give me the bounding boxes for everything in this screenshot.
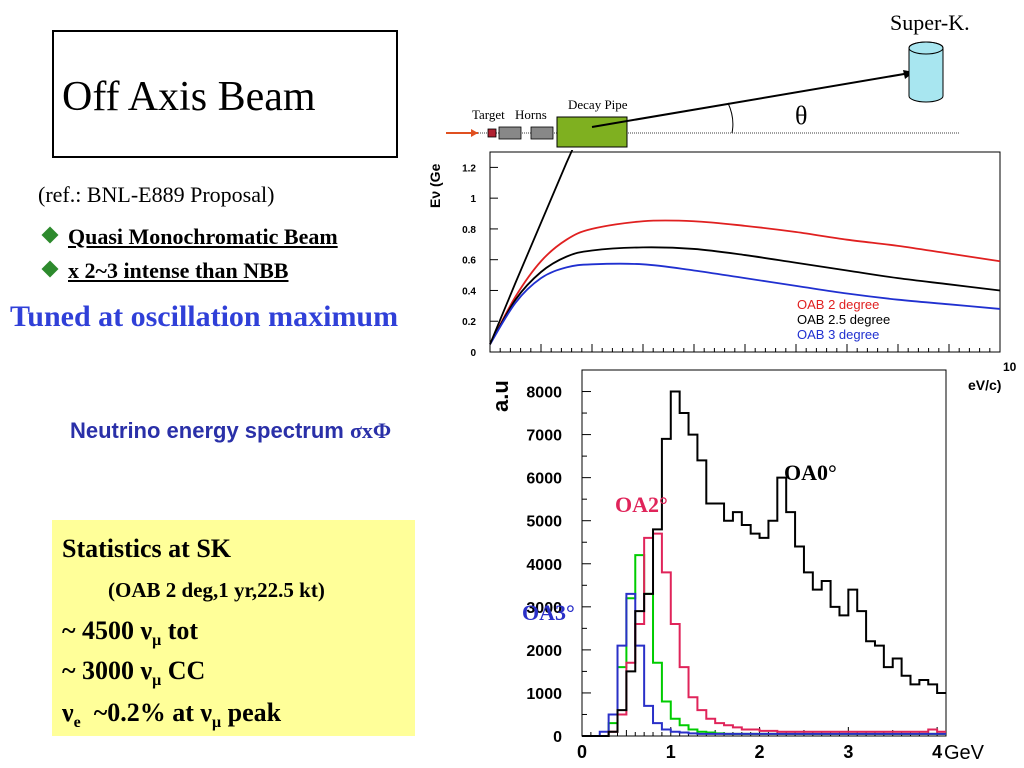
stats-line-tot-label: tot bbox=[161, 616, 199, 645]
label-oa3: OA3° bbox=[522, 600, 575, 625]
energy-chart-y-label: Eν (Ge bbox=[427, 163, 443, 208]
histogram-x-tick-label: 1 bbox=[666, 742, 676, 762]
stats-line-ve-peak: peak bbox=[221, 698, 282, 727]
energy-chart-y-tick-label: 1.2 bbox=[462, 163, 476, 174]
label-oa0: OA0° bbox=[784, 460, 837, 485]
spectrum-label: Neutrino energy spectrum σxΦ bbox=[70, 418, 391, 444]
super-k-label: Super-K. bbox=[890, 10, 970, 35]
histogram-y-tick-label: 5000 bbox=[526, 514, 562, 531]
stats-line-cc-value: ~ 3000 ν bbox=[62, 656, 153, 685]
histogram-x-tick-label: 4 bbox=[932, 742, 942, 762]
bullet-item: x 2~3 intense than NBB bbox=[40, 258, 288, 284]
diamond-bullet-icon bbox=[41, 260, 59, 278]
angle-arc bbox=[727, 102, 734, 134]
energy-chart-lines bbox=[489, 150, 1001, 345]
histogram-x-tick-label: 0 bbox=[577, 742, 587, 762]
beamline-diagram: Super-K. Decay Pipe Target Horns θ bbox=[446, 10, 970, 148]
slide-title: Off Axis Beam bbox=[62, 74, 316, 120]
target-block bbox=[487, 128, 497, 138]
histogram-y-tick-label: 3000 bbox=[526, 600, 562, 617]
stats-line-ve-sub2: μ bbox=[212, 714, 222, 732]
energy-chart-y-tick-label: 0.4 bbox=[462, 286, 476, 297]
super-k-body bbox=[909, 48, 943, 96]
label-oa2: OA2° bbox=[615, 492, 668, 517]
stats-line-ve-text: ~0.2% at ν bbox=[80, 698, 213, 727]
stats-line-tot-value: ~ 4500 ν bbox=[62, 616, 153, 645]
energy-chart-y-tick-label: 0 bbox=[470, 348, 476, 359]
horns-label: Horns bbox=[515, 107, 547, 122]
energy-series-line bbox=[489, 262, 1001, 345]
energy-chart-y-tick-label: 1 bbox=[470, 194, 476, 205]
histogram-frame bbox=[581, 369, 947, 737]
histogram-series-line bbox=[582, 390, 946, 737]
histogram-x-tick-label: 3 bbox=[843, 742, 853, 762]
stats-line-ve: νe ~0.2% at νμ peak bbox=[62, 698, 281, 732]
off-axis-arrow bbox=[591, 72, 911, 128]
horn-1 bbox=[498, 126, 522, 140]
stats-line-cc: ~ 3000 νμ CC bbox=[62, 656, 205, 690]
energy-chart-x-tick-label: 10 bbox=[1003, 360, 1017, 374]
energy-chart-frame bbox=[489, 151, 1001, 353]
decay-pipe bbox=[556, 116, 628, 148]
histogram-series-line bbox=[582, 592, 946, 737]
bullet-label: x 2~3 intense than NBB bbox=[68, 258, 289, 283]
stats-heading: Statistics at SK bbox=[62, 534, 231, 563]
title-box bbox=[52, 30, 398, 158]
histogram-y-tick-label: 1000 bbox=[526, 686, 562, 703]
energy-chart: 0 0.2 0.4 0.6 0.8 1 1.2 10 eV/c) Eν (Ge OAB 2 … bbox=[427, 150, 1017, 393]
spectrum-label-text: Neutrino energy spectrum bbox=[70, 418, 350, 443]
histogram-y-tick-label: 8000 bbox=[526, 385, 562, 402]
reference-text: (ref.: BNL-E889 Proposal) bbox=[38, 182, 275, 207]
tuned-text: Tuned at oscillation maximum bbox=[10, 300, 399, 333]
bullet-item: Quasi Monochromatic Beam bbox=[40, 224, 338, 250]
histogram-y-tick-label: 4000 bbox=[526, 557, 562, 574]
energy-chart-y-tick-label: 0.6 bbox=[462, 256, 476, 267]
histogram-x-tick-label: 2 bbox=[755, 742, 765, 762]
stats-line-tot-sub: μ bbox=[152, 632, 162, 650]
diamond-bullet-icon bbox=[41, 226, 59, 244]
stats-line-cc-sub: μ bbox=[152, 672, 162, 690]
horn-2 bbox=[530, 126, 554, 140]
energy-chart-ticks bbox=[489, 166, 1001, 353]
energy-chart-y-tick-label: 0.2 bbox=[462, 317, 476, 328]
statistics-box bbox=[52, 520, 415, 736]
histogram-series-line bbox=[582, 532, 946, 737]
theta-label: θ bbox=[795, 101, 807, 130]
histogram-y-label: a.u bbox=[488, 380, 513, 412]
histogram-y-tick-label: 0 bbox=[553, 729, 562, 746]
legend-oab25: OAB 2.5 degree bbox=[797, 312, 890, 327]
histogram-y-tick-label: 7000 bbox=[526, 428, 562, 445]
stats-subline: (OAB 2 deg,1 yr,22.5 kt) bbox=[108, 578, 325, 602]
histogram-y-tick-label: 6000 bbox=[526, 471, 562, 488]
histogram-x-label: GeV bbox=[944, 742, 985, 764]
stats-line-ve-sub: e bbox=[73, 714, 81, 732]
decay-pipe-label: Decay Pipe bbox=[568, 97, 628, 112]
energy-series-line bbox=[489, 246, 1001, 345]
stats-line-ve-nu: ν bbox=[62, 698, 74, 727]
stats-line-tot: ~ 4500 νμ tot bbox=[62, 616, 198, 650]
energy-chart-y-labels: 0 0.2 0.4 0.6 0.8 1 1.2 bbox=[462, 163, 476, 359]
energy-series-line bbox=[489, 219, 1001, 345]
spectrum-label-symbol: σxΦ bbox=[349, 418, 392, 443]
proton-arrow-head bbox=[471, 129, 478, 137]
legend-oab2: OAB 2 degree bbox=[797, 297, 879, 312]
legend-oab3: OAB 3 degree bbox=[797, 327, 879, 342]
target-label: Target bbox=[472, 107, 505, 122]
histogram-y-labels: 0 1000 2000 3000 4000 5000 6000 7000 8000 bbox=[526, 385, 562, 746]
super-k-bottom bbox=[908, 95, 944, 103]
stats-line-cc-label: CC bbox=[161, 656, 206, 685]
energy-chart-x-label: eV/c) bbox=[968, 377, 1001, 393]
energy-series-line bbox=[489, 150, 574, 345]
energy-chart-y-tick-label: 0.8 bbox=[462, 225, 476, 236]
super-k-rim bbox=[908, 41, 944, 55]
bullet-label: Quasi Monochromatic Beam bbox=[68, 224, 338, 249]
histogram-lines bbox=[582, 390, 946, 737]
histogram-x-labels: 0 1 2 3 4 bbox=[577, 742, 942, 762]
histogram-y-tick-label: 2000 bbox=[526, 643, 562, 660]
